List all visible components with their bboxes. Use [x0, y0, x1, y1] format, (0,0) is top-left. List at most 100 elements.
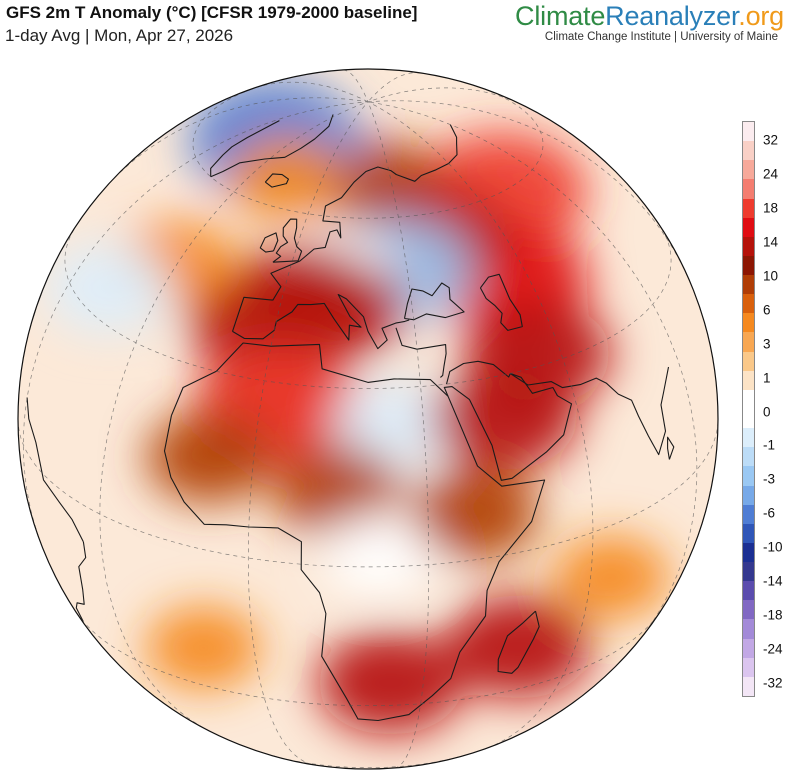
colorbar-tick-label: -1: [763, 437, 776, 453]
coastline: [163, 342, 546, 722]
coastline: [272, 218, 303, 263]
graticule-line: [255, 81, 369, 103]
colorbar-tick-label: 24: [763, 166, 779, 182]
colorbar-tick-label: -3: [763, 471, 776, 487]
colorbar-swatch: [743, 275, 754, 295]
colorbar-swatch: [743, 179, 754, 200]
colorbar-swatch: [743, 294, 754, 314]
anomaly-region: [411, 468, 540, 561]
anomaly-region: [553, 535, 670, 620]
colorbar-tick-label: 0: [763, 404, 771, 419]
coastline: [232, 293, 410, 350]
colorbar-swatch: [743, 198, 754, 219]
colorbar-tick-label: -14: [763, 573, 783, 589]
colorbar: [742, 121, 755, 697]
anomaly-region: [322, 513, 439, 598]
colorbar-swatch: [743, 466, 754, 487]
coastline: [509, 366, 670, 456]
colorbar-swatch: [743, 160, 754, 180]
logo-part-org: .org: [738, 1, 784, 31]
colorbar-swatch: [743, 370, 754, 391]
logo-part-reanalyzer: Reanalyzer: [605, 1, 739, 31]
graticule: [18, 69, 718, 769]
colorbar-swatch: [743, 428, 754, 448]
colorbar-swatch: [743, 351, 754, 372]
colorbar-tick-label: -24: [763, 641, 783, 657]
coastline: [479, 273, 523, 331]
colorbar-tick-label: 3: [763, 336, 771, 352]
graticule-line: [18, 418, 718, 568]
coastline: [403, 282, 465, 321]
globe-outline: [17, 68, 719, 770]
anomaly-region: [146, 411, 275, 504]
coastline: [667, 436, 675, 460]
anomaly-region: [317, 630, 464, 735]
graticule-line: [108, 97, 369, 185]
colorbar-swatch: [743, 619, 754, 640]
map-subtitle: 1-day Avg | Mon, Apr 27, 2026: [5, 26, 234, 45]
graticule-line: [64, 229, 672, 389]
graticule-line: [22, 101, 369, 552]
colorbar-swatch: [743, 581, 754, 601]
graticule-line: [367, 72, 421, 103]
anomaly-region: [274, 445, 403, 538]
coastline: [443, 360, 573, 481]
colorbar-swatch: [743, 504, 754, 525]
coastline: [210, 120, 280, 177]
colorbar-swatch: [743, 600, 754, 620]
coastline: [26, 397, 84, 543]
colorbar-swatch: [743, 236, 754, 257]
colorbar-swatch: [743, 657, 754, 678]
colorbar-swatch: [743, 313, 754, 333]
colorbar-tick-label: 10: [763, 268, 779, 284]
colorbar-tick-label: 6: [763, 302, 771, 318]
anomaly-region: [145, 605, 262, 690]
colorbar-swatch: [743, 141, 754, 161]
coastline: [75, 541, 87, 622]
anomaly-region: [44, 242, 173, 335]
climate-reanalyzer-logo[interactable]: ClimateReanalyzer.org: [515, 1, 784, 32]
map-title: GFS 2m T Anomaly (°C) [CFSR 1979-2000 ba…: [6, 3, 418, 22]
colorbar-swatch: [743, 562, 754, 582]
colorbar-tick-label: -6: [763, 505, 776, 521]
land-outlines: [26, 114, 675, 722]
coastline: [259, 232, 279, 253]
colorbar-swatch: [743, 389, 754, 410]
colorbar-tick-label: 1: [763, 370, 771, 386]
graticule-line: [99, 101, 369, 732]
anomaly-region: [259, 257, 406, 362]
coastline: [497, 610, 540, 674]
graticule-line: [247, 101, 369, 765]
colorbar-swatch: [743, 676, 754, 697]
colorbar-swatch: [743, 542, 754, 563]
coastline: [231, 124, 458, 332]
colorbar-tick-label: 32: [763, 132, 779, 148]
logo-part-climate: Climate: [515, 1, 606, 31]
colorbar-swatch: [743, 523, 754, 544]
anomaly-region: [331, 378, 460, 471]
graticule-line: [367, 101, 594, 749]
colorbar-swatch: [743, 122, 754, 142]
colorbar-tick-label: 18: [763, 200, 779, 216]
anomaly-field: [44, 80, 670, 735]
colorbar-swatch: [743, 447, 754, 467]
anomaly-region: [228, 136, 345, 221]
coastline: [264, 173, 289, 188]
colorbar-tick-label: -18: [763, 607, 783, 623]
colorbar-tick-label: 14: [763, 234, 779, 250]
graticule-line: [76, 612, 660, 707]
colorbar-swatch: [743, 485, 754, 506]
graticule-line: [367, 101, 698, 647]
colorbar-swatch: [743, 638, 754, 659]
graticule-line: [192, 85, 544, 219]
graticule-line: [367, 87, 519, 104]
institute-credit: Climate Change Institute | University of…: [544, 31, 778, 43]
colorbar-swatch: [743, 409, 754, 429]
colorbar-swatch: [743, 332, 754, 353]
anomaly-region: [465, 301, 612, 406]
coastline: [210, 114, 334, 178]
colorbar-tick-label: -32: [763, 675, 783, 691]
colorbar-swatch: [743, 217, 754, 238]
colorbar-tick-label: -10: [763, 539, 783, 555]
